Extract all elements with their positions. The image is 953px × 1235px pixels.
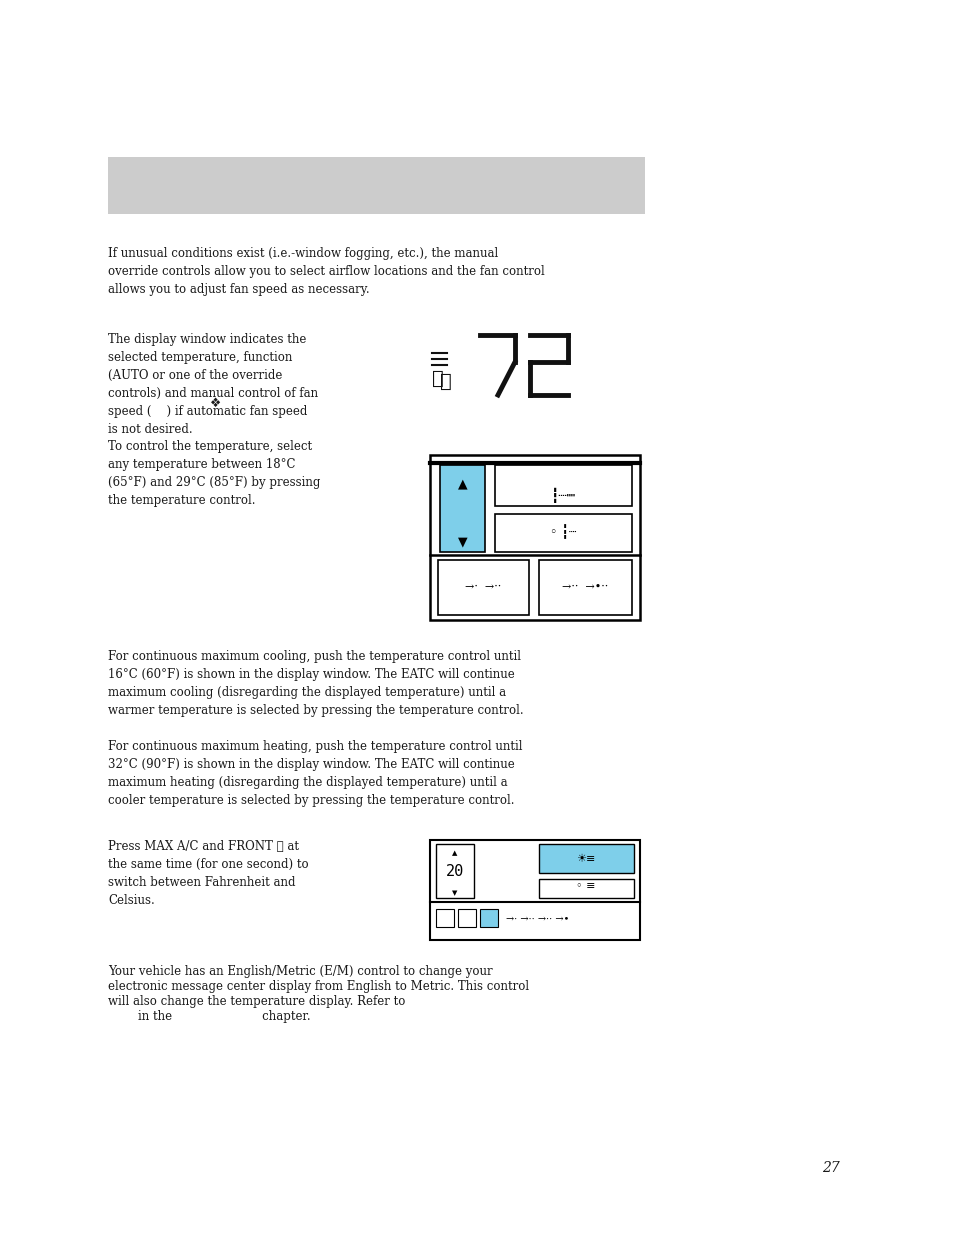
Text: Press MAX A/C and FRONT Ⓠ at
the same time (for one second) to
switch between Fa: Press MAX A/C and FRONT Ⓠ at the same ti… — [108, 840, 309, 906]
Text: 27: 27 — [821, 1161, 840, 1174]
Text: ▲: ▲ — [452, 850, 457, 856]
Text: ❖: ❖ — [210, 396, 221, 410]
Bar — [430, 454, 639, 620]
Text: If unusual conditions exist (i.e.-window fogging, etc.), the manual
override con: If unusual conditions exist (i.e.-window… — [108, 247, 544, 296]
Bar — [436, 909, 454, 927]
Text: will also change the temperature display. Refer to: will also change the temperature display… — [108, 995, 405, 1008]
Bar — [439, 466, 484, 552]
Text: ☘: ☘ — [432, 370, 443, 388]
Text: For continuous maximum heating, push the temperature control until
32°C (90°F) i: For continuous maximum heating, push the… — [108, 740, 522, 806]
Bar — [457, 909, 476, 927]
Text: The display window indicates the
selected temperature, function
(AUTO or one of : The display window indicates the selecte… — [108, 333, 317, 436]
Text: →··  →•··: →·· →•·· — [561, 582, 607, 592]
Bar — [495, 466, 631, 506]
Text: electronic message center display from English to Metric. This control: electronic message center display from E… — [108, 981, 529, 993]
Bar — [495, 514, 631, 552]
Text: in the                        chapter.: in the chapter. — [108, 1010, 311, 1023]
Text: For continuous maximum cooling, push the temperature control until
16°C (60°F) i: For continuous maximum cooling, push the… — [108, 650, 523, 718]
Text: ☀≡: ☀≡ — [576, 853, 595, 864]
Text: →·  →··: →· →·· — [464, 582, 500, 592]
Text: ☘: ☘ — [439, 373, 452, 391]
Bar — [437, 559, 529, 615]
Text: ◦ ≡: ◦ ≡ — [576, 881, 595, 890]
Bar — [436, 844, 474, 898]
Text: ▼: ▼ — [457, 535, 467, 548]
Text: ▼: ▼ — [452, 890, 457, 897]
Text: ◦ ┇┈: ◦ ┇┈ — [550, 525, 576, 540]
Text: ┇┈┉: ┇┈┉ — [551, 488, 576, 503]
Bar — [538, 844, 634, 873]
Bar — [479, 909, 497, 927]
Bar — [538, 559, 631, 615]
Text: To control the temperature, select
any temperature between 18°C
(65°F) and 29°C : To control the temperature, select any t… — [108, 440, 320, 508]
Text: →· →·· →·· →•: →· →·· →·· →• — [505, 915, 569, 925]
Bar — [538, 879, 634, 898]
Text: 20: 20 — [445, 863, 464, 878]
Text: ▲: ▲ — [457, 477, 467, 490]
Bar — [108, 157, 644, 214]
Bar — [430, 840, 639, 940]
Text: Your vehicle has an English/Metric (E/M) control to change your: Your vehicle has an English/Metric (E/M)… — [108, 965, 492, 978]
